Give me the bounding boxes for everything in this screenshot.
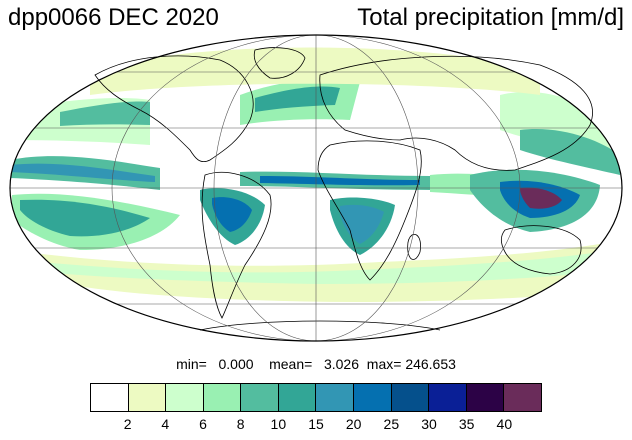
colorbar-swatch — [354, 384, 392, 411]
map-title: dpp0066 DEC 2020 — [8, 4, 219, 31]
madagascar-outline — [407, 233, 421, 260]
north-america-outline — [94, 55, 254, 163]
colorbar-tick-label: 25 — [383, 416, 400, 432]
south-america-outline — [201, 171, 272, 319]
globe-outline — [9, 34, 623, 342]
colorbar-swatch — [278, 384, 317, 411]
max-label: max= — [366, 356, 402, 372]
max-value: 246.653 — [405, 356, 456, 372]
colorbar-swatch — [91, 384, 129, 411]
colorbar-tick-label: 35 — [458, 416, 475, 432]
colorbar-tick-label: 20 — [345, 416, 362, 432]
colorbar-swatch — [166, 384, 204, 411]
australia-outline — [500, 225, 582, 275]
north-atlantic-storm-track-core — [255, 86, 340, 112]
maritime-continent-heavy — [520, 187, 562, 209]
colorbar-swatch — [429, 384, 467, 411]
variable-title: Total precipitation [mm/d] — [357, 4, 624, 31]
colorbar-swatch — [466, 384, 505, 411]
colorbar-swatch — [316, 384, 355, 411]
precipitation-map — [9, 34, 623, 342]
colorbar-swatch — [391, 384, 430, 411]
colorbar-tick-label: 4 — [161, 416, 170, 432]
min-label: min= — [176, 356, 207, 372]
colorbar-tick-label: 10 — [270, 416, 287, 432]
amazon-rain-core — [212, 197, 252, 232]
colorbar-tick-label: 2 — [123, 416, 132, 432]
southern-storm-track-inner — [40, 252, 600, 284]
spcz-core — [20, 199, 150, 237]
itcz-band-atlantic-core — [260, 176, 420, 186]
colorbar-tick-label: 40 — [496, 416, 513, 432]
meridian-line — [111, 35, 521, 341]
colorbar-tick-label: 6 — [199, 416, 207, 432]
coastlines — [94, 47, 593, 331]
north-pacific-storm-track-core — [60, 101, 150, 126]
colorbar-swatch — [241, 384, 279, 411]
colorbar-tick-label: 15 — [308, 416, 324, 432]
colorbar — [90, 383, 542, 412]
colorbar-ticks: 2 4 6 8 10 15 20 25 30 35 40 — [90, 416, 542, 436]
greenland-outline — [253, 47, 306, 79]
europe-asia-outline — [319, 55, 593, 171]
antarctica-outline — [199, 320, 441, 331]
colorbar-swatch — [128, 384, 167, 411]
itcz-band-pacific-east-core — [10, 163, 155, 182]
arctic-light-precip — [90, 47, 540, 95]
mean-label: mean= — [269, 356, 313, 372]
mean-value: 3.026 — [323, 356, 360, 372]
africa-outline — [317, 140, 422, 281]
colorbar-swatch — [504, 384, 541, 411]
min-value: 0.000 — [218, 356, 254, 372]
colorbar-tick-label: 8 — [236, 416, 245, 432]
colorbar-tick-label: 30 — [421, 416, 437, 432]
meridian-line — [213, 35, 419, 341]
west-pacific-storm-track — [520, 129, 620, 175]
field-statistics: min= 0.000 mean= 3.026 max= 246.653 — [0, 356, 632, 372]
colorbar-swatch — [203, 384, 242, 411]
